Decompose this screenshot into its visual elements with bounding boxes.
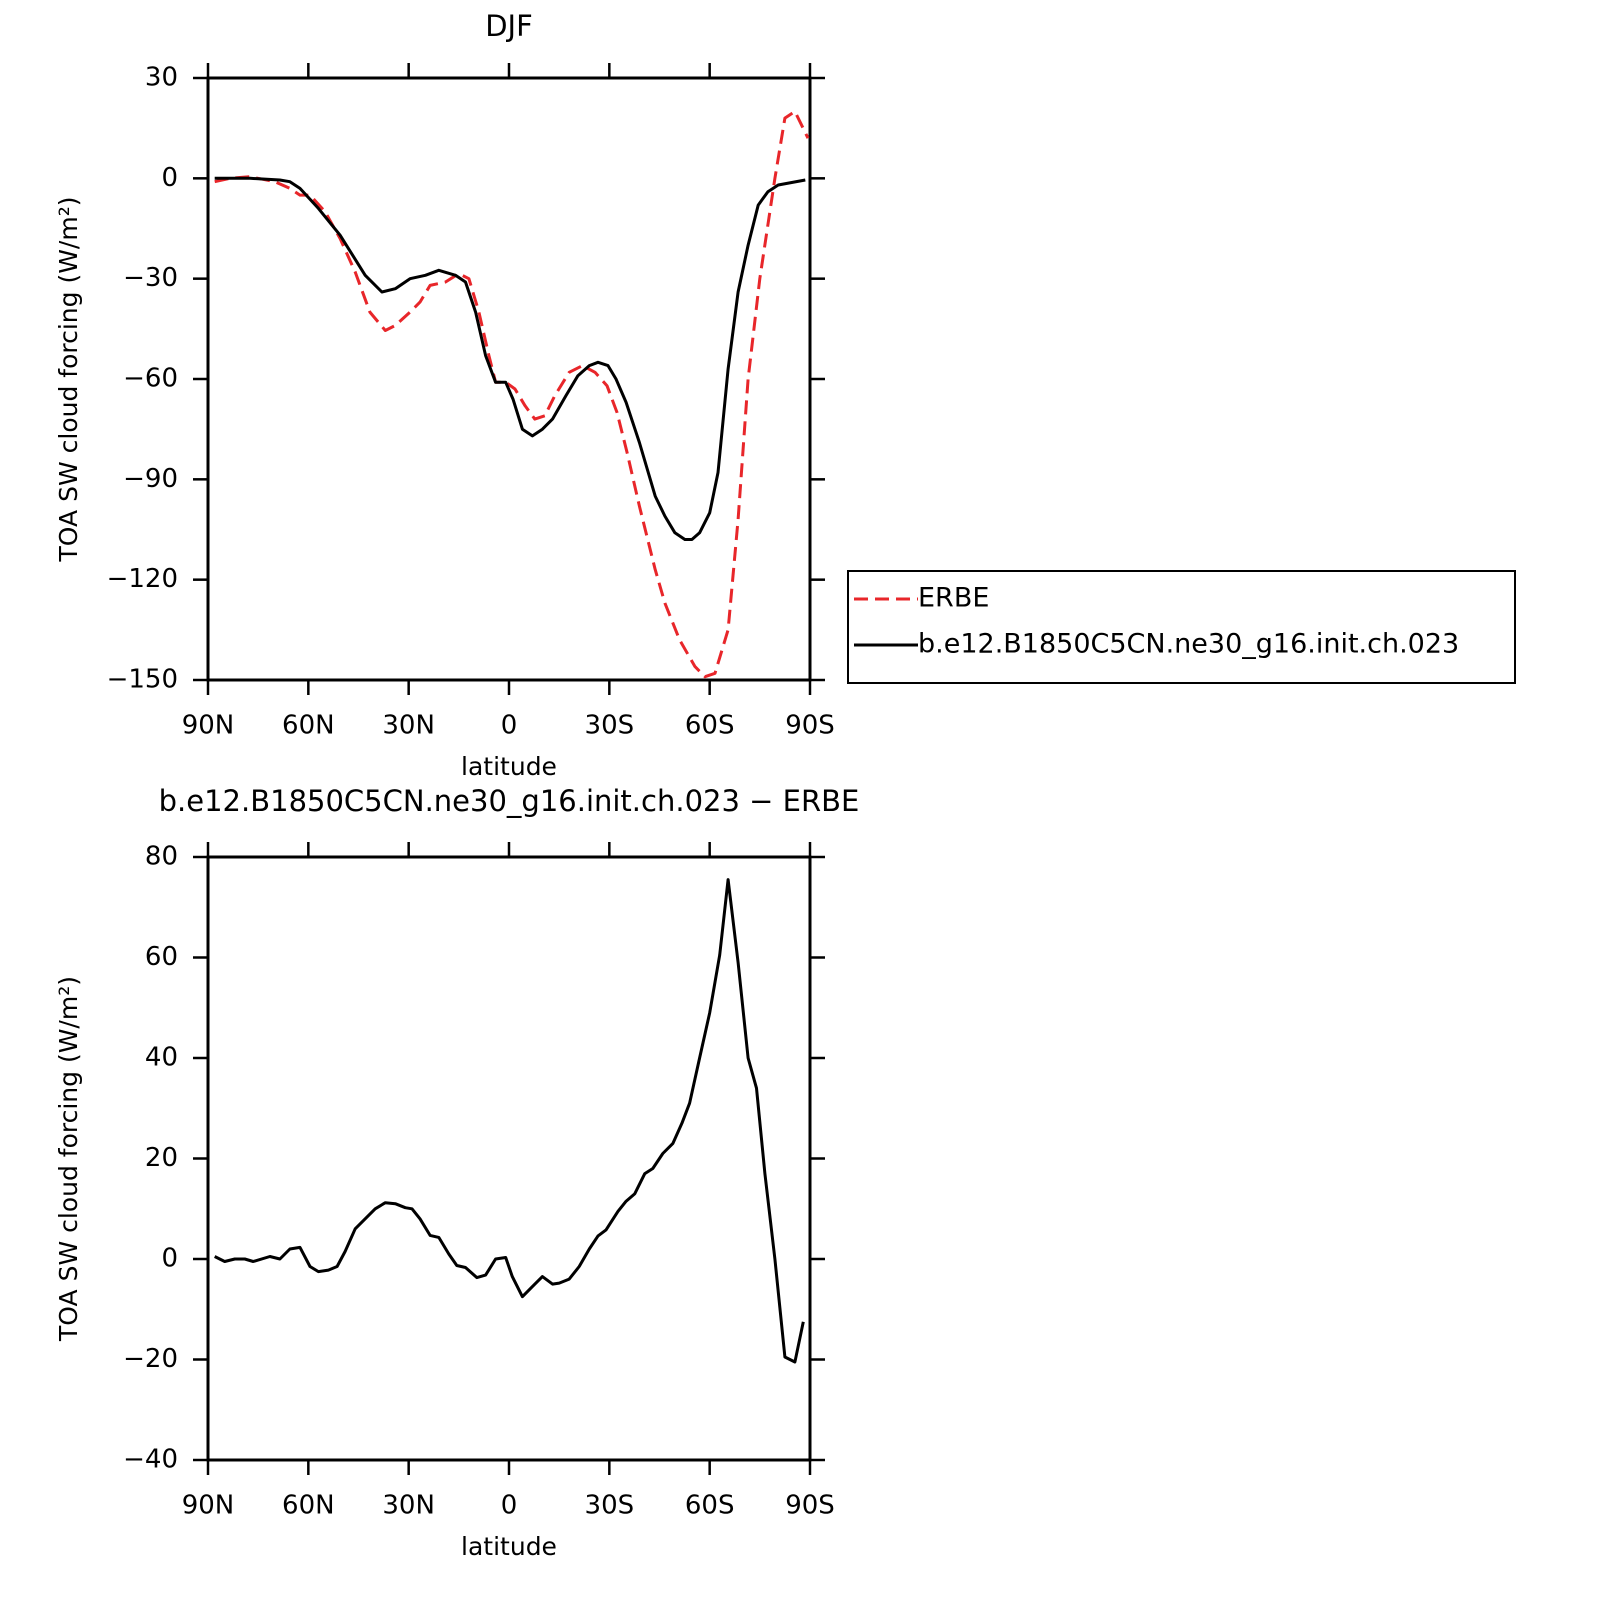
y-axis-label: TOA SW cloud forcing (W/m²) (54, 976, 83, 1342)
y-tick-label: 40 (145, 1043, 178, 1073)
x-axis-label: latitude (461, 1532, 557, 1561)
x-tick-label: 60N (282, 711, 335, 741)
y-tick-label: −120 (107, 564, 178, 594)
x-tick-label: 90N (182, 1491, 235, 1521)
y-axis-label: TOA SW cloud forcing (W/m²) (54, 197, 83, 563)
x-tick-label: 90N (182, 711, 235, 741)
y-tick-label: 60 (145, 942, 178, 972)
x-tick-label: 30N (382, 1491, 435, 1521)
x-tick-label: 0 (501, 1491, 518, 1521)
legend-label: ERBE (918, 583, 989, 614)
x-tick-label: 90S (785, 711, 835, 741)
data-line (214, 878, 805, 1364)
data-line (214, 109, 810, 679)
x-tick-label: 30S (585, 711, 635, 741)
y-tick-label: −40 (123, 1445, 178, 1475)
legend-box (847, 570, 1516, 684)
x-tick-label: 30S (585, 1491, 635, 1521)
data-line (214, 176, 806, 541)
x-axis-label: latitude (461, 752, 557, 781)
x-tick-label: 60S (685, 1491, 735, 1521)
x-tick-label: 30N (382, 711, 435, 741)
y-tick-label: −60 (123, 364, 178, 394)
chart-title: b.e12.B1850C5CN.ne30_g16.init.ch.023 − E… (159, 784, 860, 818)
legend-label: b.e12.B1850C5CN.ne30_g16.init.ch.023 (918, 629, 1459, 660)
y-tick-label: 0 (161, 1244, 178, 1274)
x-tick-label: 60N (282, 1491, 335, 1521)
y-tick-label: 80 (145, 842, 178, 872)
chart-title: DJF (485, 9, 533, 43)
y-tick-label: 30 (145, 63, 178, 93)
x-tick-label: 90S (785, 1491, 835, 1521)
x-tick-label: 60S (685, 711, 735, 741)
y-tick-label: −150 (107, 665, 178, 695)
y-tick-label: 20 (145, 1143, 178, 1173)
x-tick-label: 0 (501, 711, 518, 741)
y-tick-label: −30 (123, 263, 178, 293)
y-tick-label: −20 (123, 1344, 178, 1374)
y-tick-label: −90 (123, 464, 178, 494)
plot-frame (206, 76, 812, 682)
y-tick-label: 0 (161, 163, 178, 193)
